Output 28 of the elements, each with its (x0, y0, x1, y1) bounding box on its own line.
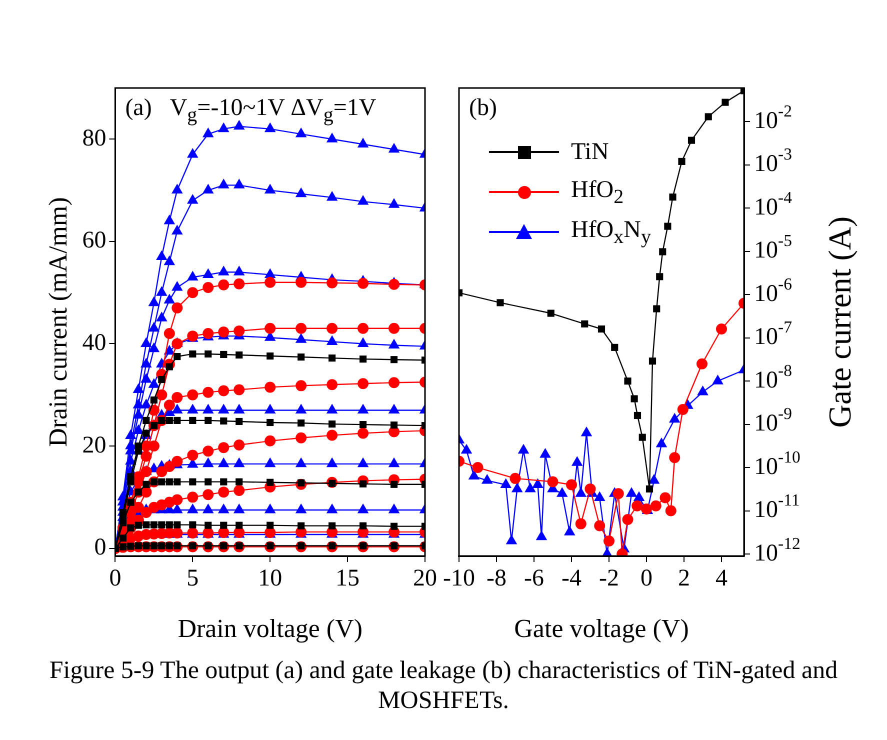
x-tick-label: 2 (678, 566, 690, 592)
x-tick-label: 0 (640, 566, 652, 592)
y-tick-label: 40 (82, 330, 106, 356)
x-tick-label: -2 (599, 566, 619, 592)
caption: Figure 5-9 The output (a) and gate leakage (b) characteristics of TiN-gated and MOSHFETs. (48, 656, 839, 716)
x-tick-label: 20 (413, 566, 437, 592)
y-tick-label: 80 (82, 125, 106, 152)
annotation: (b) (468, 95, 497, 121)
x-tick-label: -10 (442, 566, 475, 592)
legend-label: TiN (570, 139, 609, 165)
y-axis-title: Drain current (mA/mm) (43, 197, 72, 447)
x-axis-title: Drain voltage (V) (178, 614, 363, 644)
x-tick-label: 15 (336, 566, 360, 592)
x-tick-label: 10 (258, 566, 282, 592)
annotation: V$_{g}$=-10~1V ΔV$_{g}$=1V (170, 95, 376, 126)
x-tick-label: -6 (524, 566, 544, 592)
y-tick-label: 20 (82, 432, 106, 458)
x-tick-label: -8 (486, 566, 506, 592)
legend-label: HfO$_{x}$N$_{y}$ (570, 216, 651, 248)
y-axis-title: Gate current (A) (821, 216, 858, 428)
x-tick-label: 5 (186, 566, 199, 592)
legend-label: HfO$_{2}$ (570, 176, 624, 208)
y-tick-label: 0 (94, 534, 106, 561)
x-axis-title: Gate voltage (V) (514, 614, 689, 644)
annotation: (a) (125, 95, 152, 121)
x-tick-label: 4 (716, 566, 728, 592)
x-tick-label: -4 (562, 566, 582, 592)
y-tick-label: 60 (82, 228, 106, 254)
